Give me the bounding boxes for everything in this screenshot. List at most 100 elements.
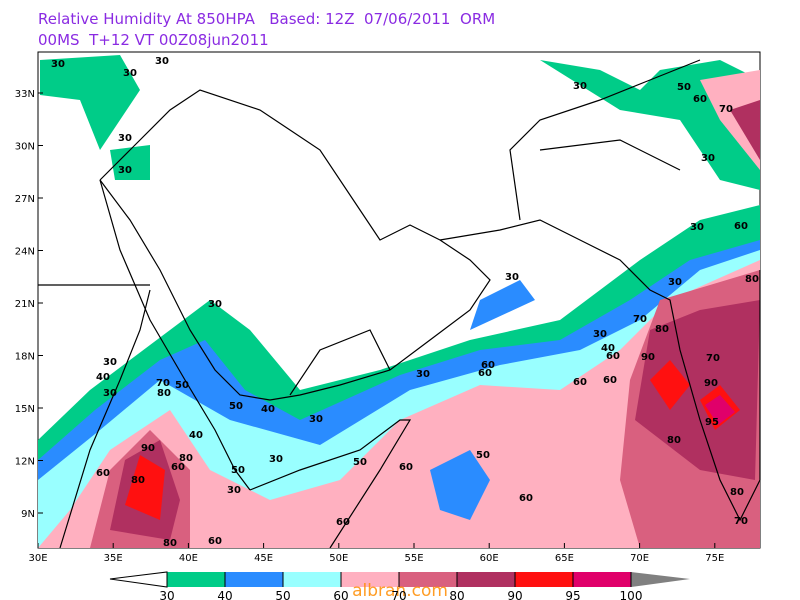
lon-label: 40E bbox=[179, 553, 198, 564]
humidity-field bbox=[38, 55, 760, 548]
lon-label: 55E bbox=[404, 553, 423, 564]
map: 30 30 30 30 30 30 30 50 60 70 30 60 80 3… bbox=[37, 51, 761, 549]
lon-label: 75E bbox=[705, 553, 724, 564]
contour-label: 30 bbox=[118, 133, 132, 144]
contour-label: 90 bbox=[704, 378, 718, 389]
colorbar-label: 90 bbox=[507, 589, 522, 600]
colorbar bbox=[109, 571, 690, 588]
title-line-1: Relative Humidity At 850HPA Based: 12Z 0… bbox=[38, 10, 495, 28]
colorbar-segment bbox=[341, 572, 399, 587]
contour-label: 30 bbox=[593, 329, 607, 340]
lat-label: 24N bbox=[15, 247, 35, 258]
colorbar-high-end bbox=[631, 572, 690, 587]
contour-label: 60 bbox=[519, 493, 533, 504]
contour-label: 30 bbox=[51, 59, 65, 70]
contour-label: 60 bbox=[171, 462, 185, 473]
contour-label: 30 bbox=[103, 357, 117, 368]
contour-label: 80 bbox=[157, 388, 171, 399]
contour-label: 30 bbox=[690, 222, 704, 233]
colorbar-segment bbox=[457, 572, 515, 587]
contour-label: 40 bbox=[96, 372, 110, 383]
contour-label: 50 bbox=[175, 380, 189, 391]
contour-label: 30 bbox=[103, 388, 117, 399]
lat-label: 27N bbox=[15, 194, 35, 205]
contour-label: 80 bbox=[745, 274, 759, 285]
contour-label: 30 bbox=[668, 277, 682, 288]
contour-label: 40 bbox=[601, 343, 615, 354]
lon-label: 70E bbox=[630, 553, 649, 564]
contour-label: 70 bbox=[633, 314, 647, 325]
colorbar-label: 40 bbox=[217, 589, 232, 600]
lat-label: 33N bbox=[15, 89, 35, 100]
title-line-2: 00MS T+12 VT 00Z08jun2011 bbox=[38, 31, 269, 49]
colorbar-low-end bbox=[109, 571, 168, 588]
colorbar-segment bbox=[515, 572, 573, 587]
contour-label: 60 bbox=[399, 462, 413, 473]
contour-label: 80 bbox=[179, 453, 193, 464]
colorbar-label: 80 bbox=[449, 589, 464, 600]
colorbar-segment bbox=[225, 572, 283, 587]
coastlines bbox=[38, 59, 761, 549]
contour-label: 30 bbox=[269, 454, 283, 465]
contour-label: 50 bbox=[476, 450, 490, 461]
contour-label: 30 bbox=[309, 414, 323, 425]
contour-label: 40 bbox=[261, 404, 275, 415]
contour-label: 30 bbox=[118, 165, 132, 176]
contour-label: 60 bbox=[478, 368, 492, 379]
lat-label: 15N bbox=[15, 404, 35, 415]
contour-label: 60 bbox=[603, 375, 617, 386]
colorbar-segment bbox=[167, 572, 225, 587]
contour-label: 80 bbox=[163, 538, 177, 549]
contour-label: 30 bbox=[701, 153, 715, 164]
colorbar-label: 50 bbox=[275, 589, 290, 600]
contour-label: 50 bbox=[231, 465, 245, 476]
contour-label: 30 bbox=[208, 299, 222, 310]
lon-label: 30E bbox=[28, 553, 47, 564]
contour-label: 60 bbox=[734, 221, 748, 232]
contour-label: 60 bbox=[208, 536, 222, 547]
colorbar-segment bbox=[399, 572, 457, 587]
contour-label: 30 bbox=[505, 272, 519, 283]
contour-label: 50 bbox=[353, 457, 367, 468]
contour-label: 60 bbox=[96, 468, 110, 479]
contour-label: 50 bbox=[229, 401, 243, 412]
contour-label: 60 bbox=[573, 377, 587, 388]
lat-label: 18N bbox=[15, 352, 35, 363]
contour-label: 50 bbox=[677, 82, 691, 93]
contour-label: 70 bbox=[706, 353, 720, 364]
contour-label: 80 bbox=[655, 324, 669, 335]
contour-label: 30 bbox=[227, 485, 241, 496]
contour-label: 70 bbox=[156, 378, 170, 389]
lon-label: 50E bbox=[329, 553, 348, 564]
watermark: albran.com bbox=[352, 581, 448, 600]
contour-label: 30 bbox=[416, 369, 430, 380]
colorbar-label: 60 bbox=[333, 589, 348, 600]
contour-label: 90 bbox=[141, 443, 155, 454]
contour-label: 80 bbox=[131, 475, 145, 486]
contour-label: 60 bbox=[606, 351, 620, 362]
lon-label: 65E bbox=[555, 553, 574, 564]
contour-label: 40 bbox=[189, 430, 203, 441]
contour-label: 90 bbox=[641, 352, 655, 363]
colorbar-label: 70 bbox=[391, 589, 406, 600]
contour-label: 60 bbox=[693, 94, 707, 105]
contour-label: 60 bbox=[336, 517, 350, 528]
lat-label: 21N bbox=[15, 299, 35, 310]
colorbar-label: 95 bbox=[565, 589, 580, 600]
lat-label: 9N bbox=[21, 509, 35, 520]
colorbar-segment bbox=[283, 572, 341, 587]
contour-label: 30 bbox=[155, 56, 169, 67]
contour-labels: 30 30 30 30 30 30 30 50 60 70 30 60 80 3… bbox=[51, 56, 759, 549]
colorbar-label: 100 bbox=[620, 589, 643, 600]
contour-label: 80 bbox=[730, 487, 744, 498]
contour-label: 70 bbox=[719, 104, 733, 115]
contour-label: 30 bbox=[123, 68, 137, 79]
lat-label: 30N bbox=[15, 142, 35, 153]
contour-label: 70 bbox=[734, 516, 748, 527]
colorbar-label: 30 bbox=[159, 589, 174, 600]
contour-label: 80 bbox=[667, 435, 681, 446]
colorbar-segment bbox=[573, 572, 631, 587]
lon-label: 60E bbox=[480, 553, 499, 564]
contour-label: 30 bbox=[573, 81, 587, 92]
